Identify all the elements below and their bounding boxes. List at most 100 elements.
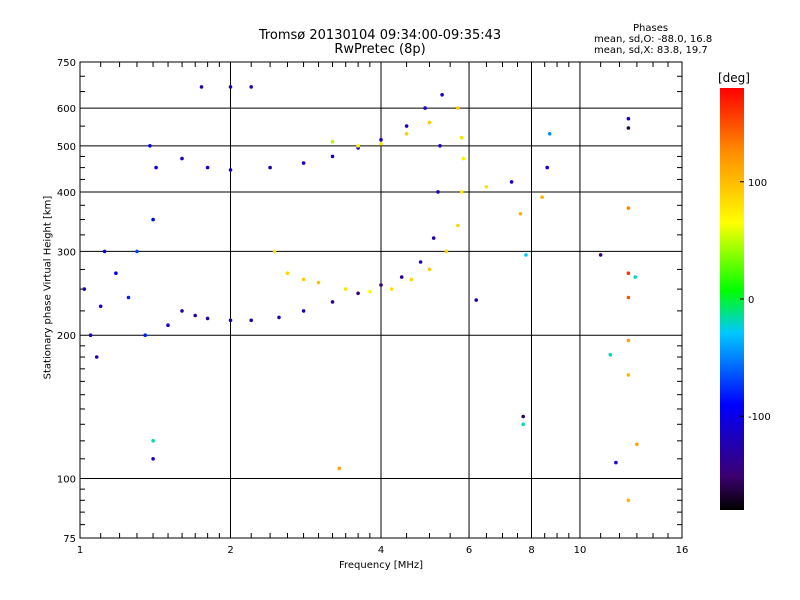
data-point	[440, 93, 444, 97]
colorbar-tick-label: 0	[748, 295, 754, 306]
data-point	[436, 190, 440, 194]
data-point	[228, 85, 233, 89]
data-point	[404, 124, 409, 128]
data-point	[228, 168, 233, 172]
data-point	[205, 316, 210, 321]
data-point	[114, 271, 118, 276]
data-point	[518, 211, 523, 216]
data-point	[379, 137, 383, 142]
y-tick-label: 200	[57, 331, 76, 342]
data-point	[509, 180, 514, 184]
data-point	[521, 422, 525, 427]
data-point	[249, 85, 253, 89]
data-point	[277, 315, 281, 320]
data-point	[459, 135, 464, 140]
data-point	[524, 253, 528, 257]
data-point	[409, 277, 414, 282]
data-point	[626, 206, 631, 210]
data-point	[626, 295, 631, 300]
data-point	[301, 277, 306, 282]
data-point	[418, 260, 423, 264]
data-point	[598, 253, 603, 257]
data-point	[521, 414, 525, 419]
data-point	[94, 355, 99, 359]
data-point	[193, 313, 197, 318]
data-point	[626, 271, 631, 276]
data-point	[330, 139, 335, 144]
x-tick-label: 4	[378, 545, 384, 556]
data-point	[626, 373, 631, 377]
stats-x-mode: mean, sd,X: 83.8, 19.7	[594, 45, 708, 56]
data-point	[151, 439, 155, 443]
data-points	[82, 85, 639, 503]
x-tick-label: 8	[528, 545, 534, 556]
data-point	[626, 338, 631, 343]
data-point	[461, 156, 466, 161]
y-tick-label: 500	[57, 142, 76, 153]
data-point	[379, 283, 383, 287]
data-point	[301, 309, 306, 313]
data-point	[272, 249, 277, 254]
data-point	[614, 460, 618, 465]
y-tick-label: 300	[57, 247, 76, 258]
data-point	[545, 165, 549, 170]
data-point	[151, 217, 155, 222]
data-point	[330, 154, 335, 159]
data-point	[540, 195, 544, 199]
data-point	[547, 132, 552, 136]
data-point	[484, 185, 489, 189]
data-point	[88, 333, 93, 338]
data-point	[330, 300, 335, 304]
colorbar-label: [deg]	[718, 71, 750, 85]
colorbar-tick-label: -100	[748, 412, 771, 423]
colorbar-tick-label: 100	[748, 178, 767, 189]
data-point	[456, 223, 460, 228]
colorbar-ticks: 100 0 -100	[740, 178, 771, 423]
y-tick-label: 600	[57, 104, 76, 115]
data-point	[135, 249, 139, 254]
y-tick-label: 75	[63, 534, 76, 545]
data-point	[608, 352, 613, 357]
data-point	[389, 287, 394, 291]
data-point	[301, 161, 306, 165]
data-point	[431, 236, 436, 240]
x-tick-label: 1	[77, 545, 83, 556]
y-tick-label: 100	[57, 475, 76, 486]
data-point	[427, 267, 432, 272]
x-tick-label: 2	[227, 545, 233, 556]
data-point	[356, 144, 360, 148]
stats-o-mode: mean, sd,O: -88.0, 16.8	[594, 34, 713, 45]
data-point	[635, 442, 639, 447]
data-point	[626, 498, 631, 503]
data-point	[404, 132, 409, 136]
data-point	[456, 106, 460, 110]
data-point	[459, 190, 464, 194]
data-point	[102, 249, 107, 254]
data-point	[399, 275, 404, 279]
data-point	[626, 116, 631, 121]
data-point	[474, 298, 479, 302]
y-tick-label: 750	[57, 58, 76, 69]
data-point	[633, 275, 637, 279]
data-point	[337, 466, 342, 471]
data-point	[343, 287, 348, 291]
stats-heading: Phases	[633, 23, 669, 34]
data-point	[228, 318, 233, 323]
data-point	[285, 271, 290, 276]
axis-ticks: 1 2 4 6 8 10 16 75 100 200 300 400 500 600 750	[57, 58, 688, 556]
data-point	[82, 287, 87, 291]
y-tick-label: 400	[57, 188, 76, 199]
data-point	[356, 291, 360, 296]
data-point	[316, 280, 321, 285]
x-tick-label: 10	[574, 545, 587, 556]
data-point	[151, 457, 155, 461]
data-point	[126, 295, 131, 300]
data-point	[180, 309, 184, 313]
data-point	[166, 323, 170, 328]
x-tick-label: 16	[676, 545, 689, 556]
data-point	[199, 85, 204, 89]
data-point	[143, 333, 147, 338]
data-point	[626, 126, 631, 130]
plot-frame	[79, 61, 683, 539]
